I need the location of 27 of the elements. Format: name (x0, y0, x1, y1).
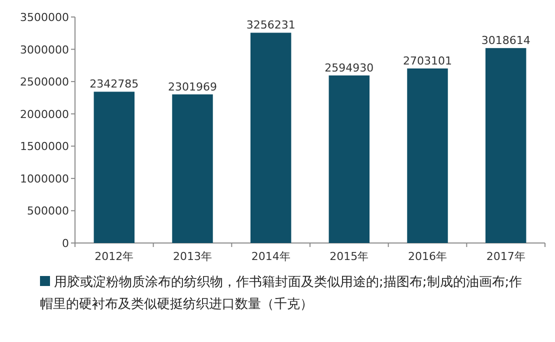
x-tick-label: 2015年 (330, 250, 369, 263)
bar (94, 92, 135, 243)
y-tick-label: 1000000 (20, 172, 69, 186)
data-label: 3018614 (481, 34, 530, 48)
data-label: 2342785 (90, 78, 139, 91)
bar (485, 48, 526, 243)
legend-label: 用胶或淀粉物质涂布的纺织物，作书籍封面及类似用途的;描图布;制成的油画布;作帽里的硬衬布及类似硬挺纺织进口数量（千克） (40, 275, 522, 312)
y-tick-label: 2500000 (20, 76, 69, 89)
y-tick-label: 500000 (27, 204, 69, 218)
bar (250, 32, 292, 243)
y-tick-label: 2000000 (20, 108, 69, 121)
data-label: 2594930 (324, 61, 374, 74)
data-label: 3256231 (246, 18, 296, 32)
y-tick-label: 3500000 (20, 11, 69, 24)
bar (407, 68, 448, 243)
bar (328, 75, 370, 243)
y-tick-label: 3000000 (20, 43, 69, 56)
y-tick-label: 1500000 (20, 140, 69, 154)
x-tick-label: 2012年 (94, 250, 134, 263)
x-tick-label: 2016年 (408, 250, 447, 263)
y-tick-label: 0 (62, 237, 69, 250)
data-label: 2301969 (168, 80, 217, 94)
x-tick-label: 2014年 (251, 250, 290, 263)
bar (172, 94, 213, 243)
x-tick-label: 2017年 (486, 250, 526, 263)
data-label: 2703101 (403, 54, 452, 68)
x-tick-label: 2013年 (173, 250, 212, 263)
